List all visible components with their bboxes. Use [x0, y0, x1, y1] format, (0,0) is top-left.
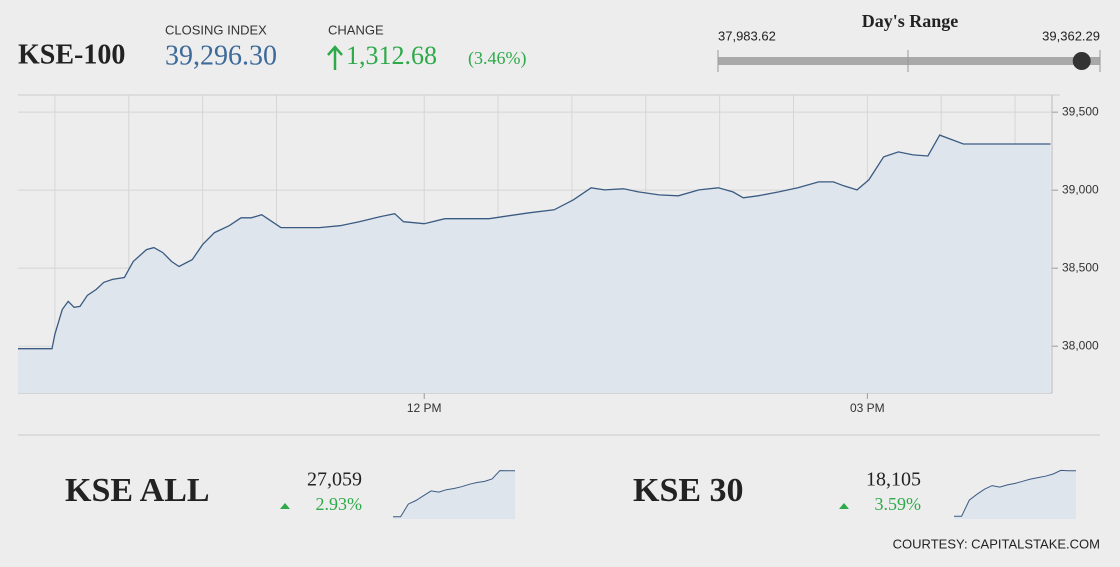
line — [18, 134, 1051, 350]
range-min: 37,983.62 — [718, 28, 776, 43]
line — [393, 470, 515, 518]
range-knob — [1072, 52, 1091, 70]
change-percent: (3.46%) — [468, 48, 526, 69]
change-value: 1,312.68 — [346, 41, 437, 70]
index-change: 2.93% — [316, 494, 363, 514]
area — [954, 470, 1076, 519]
range-title: Day's Range — [862, 11, 959, 31]
range-max: 39,362.29 — [1042, 28, 1100, 43]
index-name: KSE-100 — [18, 39, 125, 70]
index-name: KSE 30 — [633, 472, 744, 509]
x-tick-label: 12 PM — [407, 401, 442, 415]
y-tick-label: 38,000 — [1062, 338, 1099, 352]
y-tick-label: 38,500 — [1062, 260, 1099, 274]
y-tick-label: 39,000 — [1062, 182, 1099, 196]
area — [18, 135, 1051, 393]
up-arrow — [327, 45, 343, 70]
index-change: 3.59% — [875, 494, 922, 514]
index-value: 27,059 — [307, 469, 362, 491]
index-value: 18,105 — [866, 469, 921, 491]
area — [393, 470, 515, 519]
change-label: CHANGE — [328, 22, 384, 37]
line — [954, 469, 1076, 517]
up-triangle — [280, 503, 290, 509]
closing-label: CLOSING INDEX — [165, 22, 267, 37]
up-triangle — [839, 503, 849, 509]
y-tick-label: 39,500 — [1062, 104, 1099, 118]
x-tick-label: 03 PM — [850, 401, 885, 415]
range-bar — [718, 57, 1100, 65]
closing-value: 39,296.30 — [165, 40, 277, 71]
footer: COURTESY: CAPITALSTAKE.COM — [893, 536, 1100, 551]
index-name: KSE ALL — [65, 472, 210, 509]
